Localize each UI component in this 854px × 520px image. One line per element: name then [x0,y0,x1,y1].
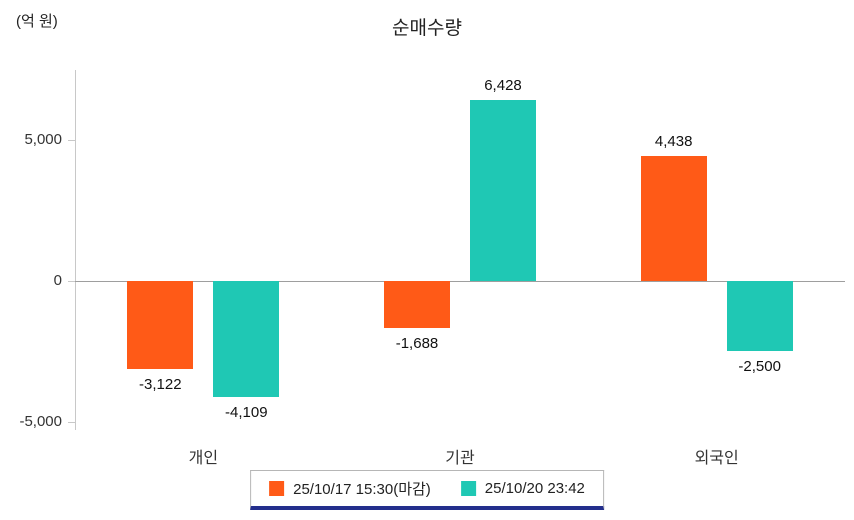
y-axis-tick [68,140,75,142]
bar-value-label: 6,428 [484,77,522,95]
y-axis-tick [68,280,75,282]
category-label: 개인 [188,450,219,467]
legend-item: 25/10/20 23:42 [460,480,585,497]
legend-label: 25/10/17 15:30(마감) [293,481,431,498]
bar-series1-cat3 [640,156,707,281]
y-tick-label: -5,000 [19,412,62,430]
zero-line [75,280,845,282]
bar-value-label: -1,688 [395,335,439,353]
legend: 25/10/17 15:30(마감) 25/10/20 23:42 [250,470,604,510]
y-tick-label: 5,000 [24,131,62,149]
category-label: 외국인 [694,450,739,467]
legend-swatch-series1 [269,481,285,496]
bar-value-label: 4,438 [654,133,693,151]
bar-series1-cat2 [384,280,450,329]
y-tick-label: 0 [53,271,62,289]
legend-item: 25/10/17 15:30(마감) [269,478,431,499]
bar-value-label: -4,109 [225,403,268,421]
legend-swatch-series2 [460,481,476,496]
y-axis-line [75,70,76,430]
bar-series1-cat1 [127,280,194,369]
legend-label: 25/10/20 23:42 [484,480,585,497]
y-axis-unit-label: (억 원) [16,13,58,30]
bar-value-label: -3,122 [139,375,182,393]
chart-title: 순매수량 [392,18,462,39]
y-axis-tick [68,421,75,423]
bar-series2-cat2 [470,100,536,281]
bar-series2-cat3 [726,280,793,352]
category-label: 기관 [445,450,475,467]
bar-value-label: -2,500 [738,358,781,376]
bar-series2-cat1 [213,280,280,397]
